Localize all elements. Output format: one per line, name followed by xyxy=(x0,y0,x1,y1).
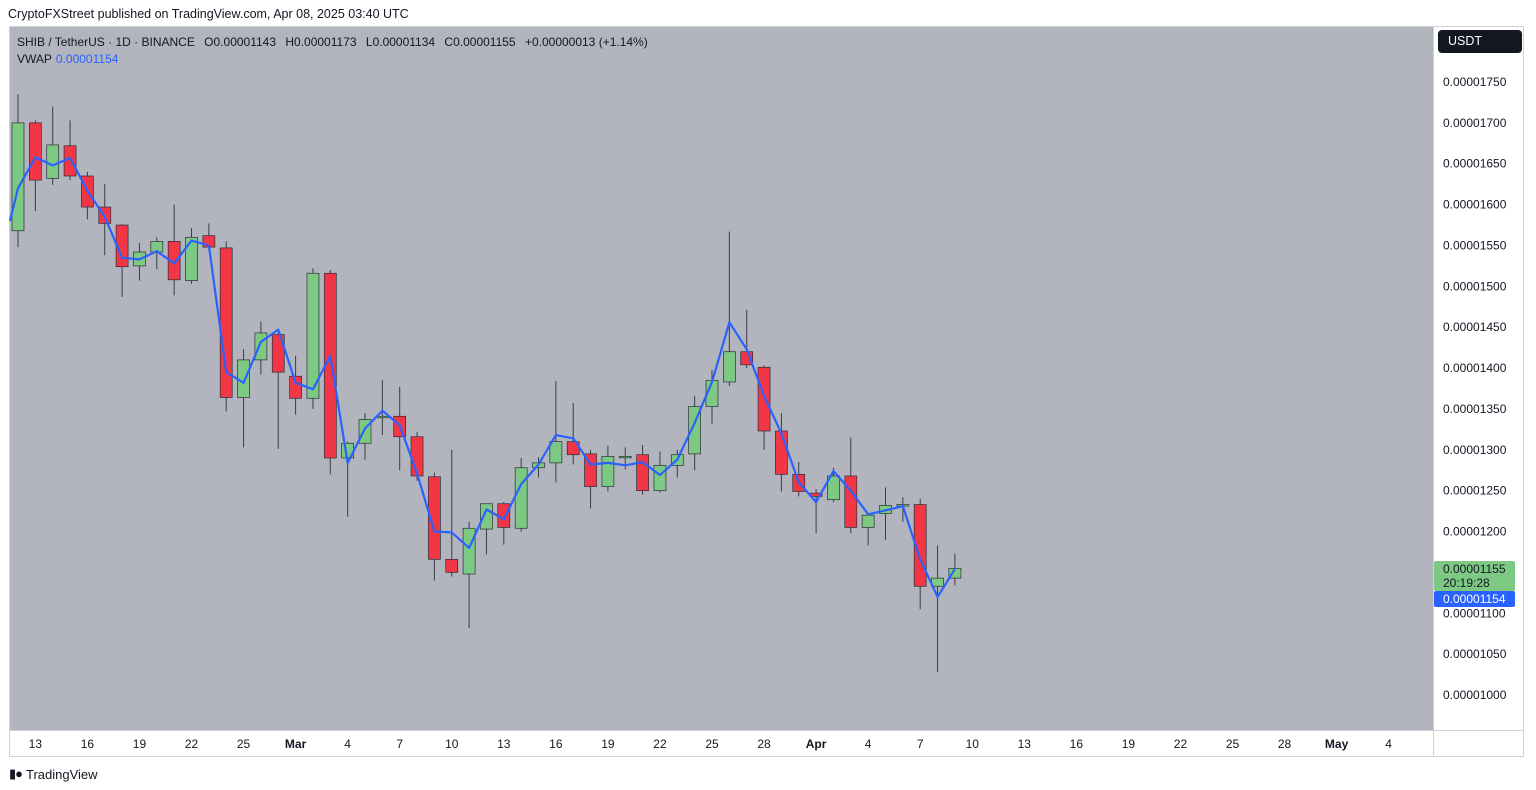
candle-down[interactable] xyxy=(428,476,441,560)
candle-up[interactable] xyxy=(254,332,268,361)
candle-up[interactable] xyxy=(46,144,60,179)
open-value: O0.00001143 xyxy=(204,35,277,49)
candle-up[interactable] xyxy=(618,455,632,459)
time-tick-label: 22 xyxy=(653,737,667,751)
price-tick-label: 0.00001300 xyxy=(1443,443,1507,457)
candle-down[interactable] xyxy=(29,122,42,181)
candle-up[interactable] xyxy=(827,475,840,501)
candle-up[interactable] xyxy=(185,236,198,281)
candle-countdown: 20:19:28 xyxy=(1443,576,1490,590)
candle-down[interactable] xyxy=(757,366,771,432)
time-tick-label: 16 xyxy=(1070,737,1084,751)
candle-up[interactable] xyxy=(948,567,962,579)
time-tick-label: 4 xyxy=(344,737,351,751)
currency-button[interactable]: USDT xyxy=(1438,30,1522,53)
time-tick-label: Mar xyxy=(285,737,307,751)
candle-up[interactable] xyxy=(861,514,875,528)
candle-down[interactable] xyxy=(167,241,181,281)
time-tick-label: May xyxy=(1325,737,1349,751)
price-axis-background xyxy=(1434,27,1523,756)
price-tick-label: 0.00001500 xyxy=(1443,279,1507,293)
candle-up[interactable] xyxy=(601,455,615,487)
chart-legend: SHIB / TetherUS · 1D · BINANCE O0.000011… xyxy=(17,34,654,68)
chart-frame xyxy=(9,26,1524,757)
vwap-value: 0.00001154 xyxy=(55,52,119,66)
candle-down[interactable] xyxy=(636,454,649,492)
candle-down[interactable] xyxy=(410,436,424,477)
price-tick-label: 0.00001750 xyxy=(1443,75,1507,89)
candle-up[interactable] xyxy=(237,359,250,398)
candle-up[interactable] xyxy=(722,351,736,383)
price-tick-label: 0.00001600 xyxy=(1443,198,1507,212)
price-tags: 0.00001155 20:19:28 0.00001154 xyxy=(1434,561,1515,607)
price-tick-label: 0.00001350 xyxy=(1443,402,1507,416)
time-tick-label: 7 xyxy=(396,737,403,751)
last-price-tag-bg xyxy=(1434,561,1515,591)
time-axis[interactable]: 13 16 19 22 25 Mar 4 7 10 13 16 19 22 25 28 Apr 4 7 10 13 16… xyxy=(29,737,1393,751)
change-value: +0.00000013 (+1.14%) xyxy=(524,35,648,49)
price-tick-label: 0.00001700 xyxy=(1443,116,1507,130)
close-value: C0.00001155 xyxy=(444,35,516,49)
time-tick-label: 7 xyxy=(917,737,924,751)
price-tick-label: 0.00001250 xyxy=(1443,484,1507,498)
time-tick-label: 16 xyxy=(81,737,95,751)
vwap-price-tag: 0.00001154 xyxy=(1443,592,1506,606)
vwap-price-tag-bg xyxy=(1434,591,1515,607)
high-value: H0.00001173 xyxy=(285,35,357,49)
candle-down[interactable] xyxy=(497,503,511,528)
last-price-tag: 0.00001155 xyxy=(1443,562,1506,576)
publish-attribution: CryptoFXStreet published on TradingView.… xyxy=(8,7,409,21)
candle-down[interactable] xyxy=(844,475,858,528)
time-tick-label: 4 xyxy=(1385,737,1392,751)
candle-up[interactable] xyxy=(306,272,320,399)
candle-down[interactable] xyxy=(445,558,459,573)
time-tick-label: 13 xyxy=(1018,737,1032,751)
footer-brand-text: TradingView xyxy=(26,766,98,782)
time-tick-label: Apr xyxy=(806,737,827,751)
candle-down[interactable] xyxy=(271,334,285,373)
candle-down[interactable] xyxy=(775,430,788,475)
time-tick-label: 28 xyxy=(1278,737,1292,751)
low-value: L0.00001134 xyxy=(365,35,436,49)
time-tick-label: 19 xyxy=(133,737,147,751)
candle-up[interactable] xyxy=(462,527,476,575)
time-tick-label: 25 xyxy=(1226,737,1240,751)
symbol-name[interactable]: SHIB / TetherUS · 1D · BINANCE xyxy=(17,35,195,49)
candle-up[interactable] xyxy=(653,464,667,492)
price-tick-label: 0.00001400 xyxy=(1443,361,1507,375)
time-tick-label: 19 xyxy=(1122,737,1136,751)
time-tick-label: 22 xyxy=(185,737,199,751)
time-tick-label: 4 xyxy=(865,737,872,751)
time-tick-label: 13 xyxy=(29,737,43,751)
candle-down[interactable] xyxy=(584,453,597,487)
time-tick-label: 25 xyxy=(705,737,719,751)
candle-up[interactable] xyxy=(514,467,528,529)
time-tick-label: 10 xyxy=(445,737,459,751)
price-tick-label: 0.00001050 xyxy=(1443,647,1507,661)
price-tick-label: 0.00001100 xyxy=(1443,606,1506,620)
time-tick-label: 10 xyxy=(966,737,980,751)
time-tick-label: 13 xyxy=(497,737,511,751)
time-tick-label: 19 xyxy=(601,737,615,751)
vwap-row: VWAP 0.00001154 xyxy=(17,51,654,68)
tradingview-logo-icon: ▮● xyxy=(9,766,23,781)
price-tick-label: 0.00001650 xyxy=(1443,157,1507,171)
time-tick-label: 28 xyxy=(757,737,771,751)
price-tick-label: 0.00001450 xyxy=(1443,320,1507,334)
candle-up[interactable] xyxy=(931,577,944,587)
ohlc-row: SHIB / TetherUS · 1D · BINANCE O0.000011… xyxy=(17,34,654,51)
candle-down[interactable] xyxy=(289,375,302,399)
time-tick-label: 16 xyxy=(549,737,563,751)
candle-up[interactable] xyxy=(11,122,25,232)
footer-brand[interactable]: ▮● TradingView xyxy=(9,766,98,782)
price-tick-label: 0.00001550 xyxy=(1443,238,1507,252)
time-tick-label: 25 xyxy=(237,737,251,751)
time-tick-label: 22 xyxy=(1174,737,1188,751)
price-tick-label: 0.00001000 xyxy=(1443,688,1507,702)
vwap-line xyxy=(8,156,956,599)
price-tick-label: 0.00001200 xyxy=(1443,525,1507,539)
candle-up[interactable] xyxy=(549,441,563,464)
vwap-label[interactable]: VWAP xyxy=(17,52,52,66)
